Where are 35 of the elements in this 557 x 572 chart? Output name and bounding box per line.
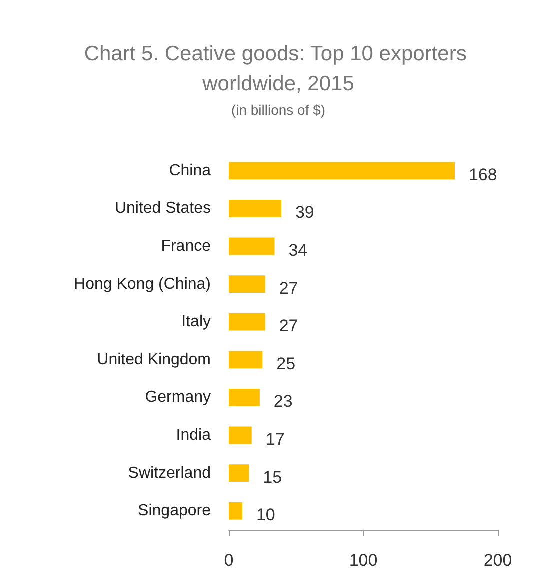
bar xyxy=(229,502,242,520)
chart-subtitle: (in billions of $) xyxy=(231,102,326,118)
bar xyxy=(229,464,250,482)
y-tick-label: China xyxy=(169,162,212,180)
bar xyxy=(229,313,266,331)
bar xyxy=(229,351,263,369)
data-label: 15 xyxy=(263,468,282,487)
y-tick-label: Hong Kong (China) xyxy=(74,276,211,293)
y-tick-label: Singapore xyxy=(138,502,212,520)
y-tick-label: Italy xyxy=(182,314,211,331)
bar xyxy=(229,238,275,256)
x-tick-label: 200 xyxy=(484,551,512,570)
bar xyxy=(229,389,260,406)
bar xyxy=(229,426,252,444)
bar xyxy=(229,276,266,293)
x-tick-label: 100 xyxy=(349,551,378,570)
data-label: 27 xyxy=(279,316,298,336)
chart-title: Chart 5. Ceative goods: Top 10 exporters worldwide, 2015 xyxy=(84,42,473,96)
data-label: 17 xyxy=(266,430,285,449)
data-label: 34 xyxy=(288,241,308,260)
bar xyxy=(229,200,282,218)
y-tick-label: United Kingdom xyxy=(97,351,211,368)
data-label: 27 xyxy=(279,278,298,298)
data-label: 39 xyxy=(295,203,314,222)
data-label: 10 xyxy=(256,506,276,525)
y-tick-label: United States xyxy=(114,200,211,218)
data-label: 23 xyxy=(274,392,293,412)
y-tick-label: India xyxy=(176,427,212,444)
data-label: 25 xyxy=(276,354,296,374)
y-tick-label: Germany xyxy=(145,389,211,406)
x-tick-label: 0 xyxy=(224,551,234,570)
data-label: 168 xyxy=(468,165,498,184)
bar xyxy=(229,162,455,180)
y-tick-label: Switzerland xyxy=(128,464,211,482)
y-tick-label: France xyxy=(161,238,212,255)
